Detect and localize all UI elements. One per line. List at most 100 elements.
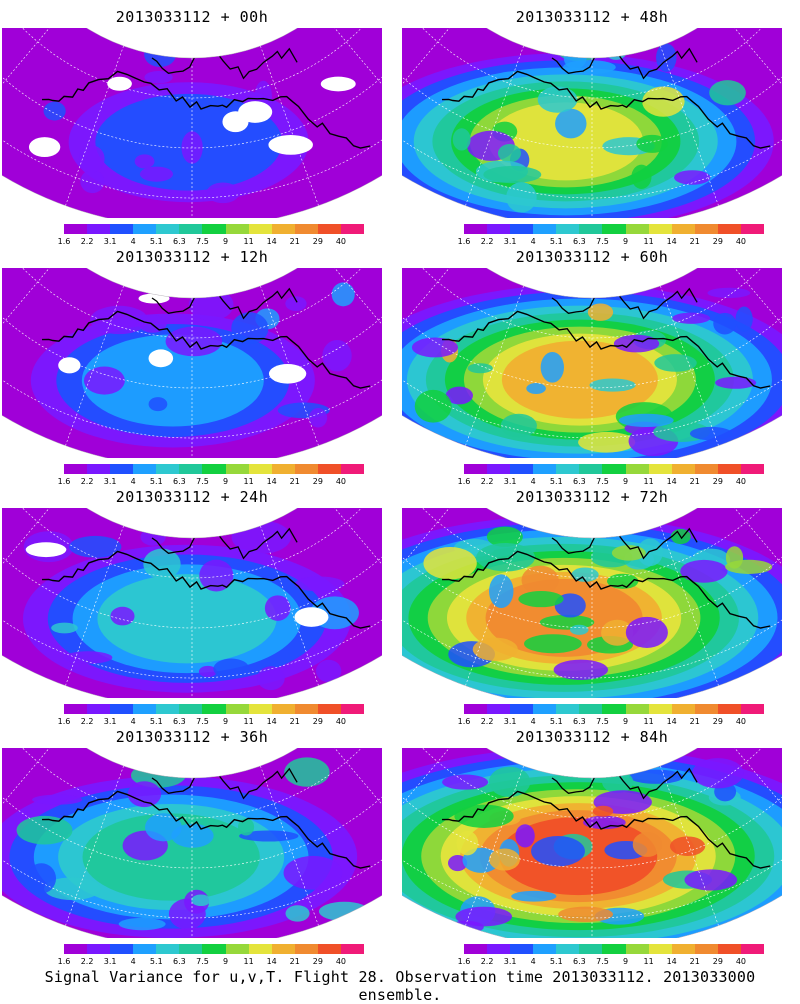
colorbar-tick-label: 1.6	[457, 477, 471, 486]
colorbar-tick-label: 40	[735, 717, 747, 726]
colorbar-tick-label: 29	[712, 237, 723, 246]
colorbar-tick-label: 4	[530, 717, 536, 726]
field-blob	[587, 303, 614, 321]
panel-title: 2013033112 + 84h	[515, 728, 669, 746]
field-blob	[672, 312, 711, 324]
field-blob	[506, 182, 537, 213]
colorbar-tick-label: 4	[130, 717, 136, 726]
colorbar-tick-label: 2.2	[80, 957, 94, 966]
field-blob	[199, 559, 234, 592]
colorbar-tick-label: 40	[735, 957, 747, 966]
colorbar	[64, 944, 365, 954]
missing-data-patch	[28, 137, 61, 157]
field-blob	[127, 781, 162, 808]
latitude-line	[402, 748, 782, 819]
field-blob	[237, 818, 255, 836]
colorbar-labels: 1.6 2.2 3.1 4 5.1 6.3 7.5 9 11 14 21 29 40	[56, 237, 376, 247]
colorbar-swatch	[717, 944, 741, 954]
colorbar-swatch	[294, 224, 318, 234]
meridian-line	[660, 765, 719, 926]
coastline-north	[151, 527, 298, 560]
colorbar	[464, 704, 765, 714]
meridian-line	[660, 525, 719, 686]
colorbar-swatch	[510, 944, 534, 954]
field-blob	[456, 830, 479, 856]
colorbar-tick-label: 7.5	[196, 477, 209, 486]
colorbar-tick-label: 6.3	[173, 237, 186, 246]
field-blob	[607, 573, 639, 589]
field-blob	[148, 397, 168, 412]
colorbar-tick-label: 29	[712, 477, 723, 486]
colorbar-swatch	[133, 224, 157, 234]
colorbar-swatch	[110, 704, 134, 714]
colorbar-tick-label: 2.2	[480, 477, 494, 486]
map-panel: 2013033112 + 60h 1.6 2.2 3.1 4 5.1 6.3 7.5 9 11 14…	[402, 242, 782, 486]
colorbar-swatch	[625, 944, 649, 954]
colorbar-tick-label: 29	[712, 717, 723, 726]
meridian-line	[2, 268, 64, 382]
missing-data-patch	[320, 76, 356, 92]
field-blob	[63, 651, 113, 664]
colorbar-swatch	[648, 944, 672, 954]
map-panel: 2013033112 + 24h 1.6 2.2 3.1 4 5.1 6.3 7.5 9 11 14…	[2, 482, 382, 726]
colorbar-tick-label: 1.6	[457, 957, 471, 966]
colorbar-tick-label: 6.3	[573, 237, 586, 246]
field-blob	[483, 165, 542, 184]
field-blob	[294, 576, 345, 592]
colorbar-swatch	[602, 224, 626, 234]
colorbar-tick-label: 11	[243, 237, 254, 246]
colorbar-swatch	[87, 704, 111, 714]
colorbar-tick-label: 5.1	[549, 957, 563, 966]
colorbar-swatch	[648, 224, 672, 234]
field-blob	[521, 565, 559, 595]
missing-data-patch	[138, 293, 170, 304]
meridian-line	[402, 508, 464, 622]
colorbar-swatch	[740, 704, 765, 714]
colorbar-tick-label: 7.5	[196, 957, 209, 966]
field-blob	[486, 526, 523, 547]
colorbar-tick-label: 29	[312, 957, 323, 966]
colorbar	[464, 464, 765, 474]
field-blob	[601, 619, 634, 646]
coastline	[41, 790, 371, 869]
colorbar-swatch	[740, 944, 765, 954]
colorbar-swatch	[110, 944, 134, 954]
colorbar-swatch	[179, 704, 203, 714]
colorbar-swatch	[533, 464, 557, 474]
colorbar-swatch	[487, 224, 511, 234]
map-panel: 2013033112 + 12h 1.6 2.2 3.1 4 5.1 6.3 7.5 9 11 14…	[2, 242, 382, 486]
meridian-line	[720, 268, 782, 382]
colorbar-labels: 1.6 2.2 3.1 4 5.1 6.3 7.5 9 11 14 21 29 40	[456, 717, 776, 727]
colorbar-swatch	[340, 704, 365, 714]
coastline	[441, 310, 771, 389]
field-blob	[198, 665, 217, 678]
missing-data-patch	[58, 357, 81, 374]
coastline	[441, 70, 771, 149]
field-blob	[488, 766, 531, 797]
field-blob	[448, 855, 468, 872]
colorbar-swatch	[602, 944, 626, 954]
colorbar-swatch	[464, 944, 488, 954]
colorbar-tick-label: 2.2	[80, 717, 94, 726]
colorbar-tick-label: 7.5	[596, 717, 609, 726]
colorbar-swatch	[694, 224, 718, 234]
meridian-line	[720, 508, 782, 622]
field-blob	[171, 823, 214, 848]
colorbar-swatch	[156, 224, 180, 234]
meridian-line	[465, 285, 524, 446]
colorbar-tick-label: 1.6	[57, 477, 71, 486]
colorbar-swatch	[648, 704, 672, 714]
meridian-line	[2, 28, 64, 142]
colorbar-swatch	[156, 944, 180, 954]
latitude-line	[2, 268, 382, 339]
colorbar-tick-label: 14	[266, 717, 277, 726]
field-blob	[118, 917, 166, 931]
colorbar-swatch	[87, 224, 111, 234]
colorbar-swatch	[694, 704, 718, 714]
field-blob	[680, 559, 728, 583]
colorbar-swatch	[556, 944, 580, 954]
colorbar-swatch	[294, 704, 318, 714]
field-blob	[315, 659, 342, 683]
colorbar-swatch	[271, 224, 295, 234]
map-boundary	[402, 508, 782, 698]
